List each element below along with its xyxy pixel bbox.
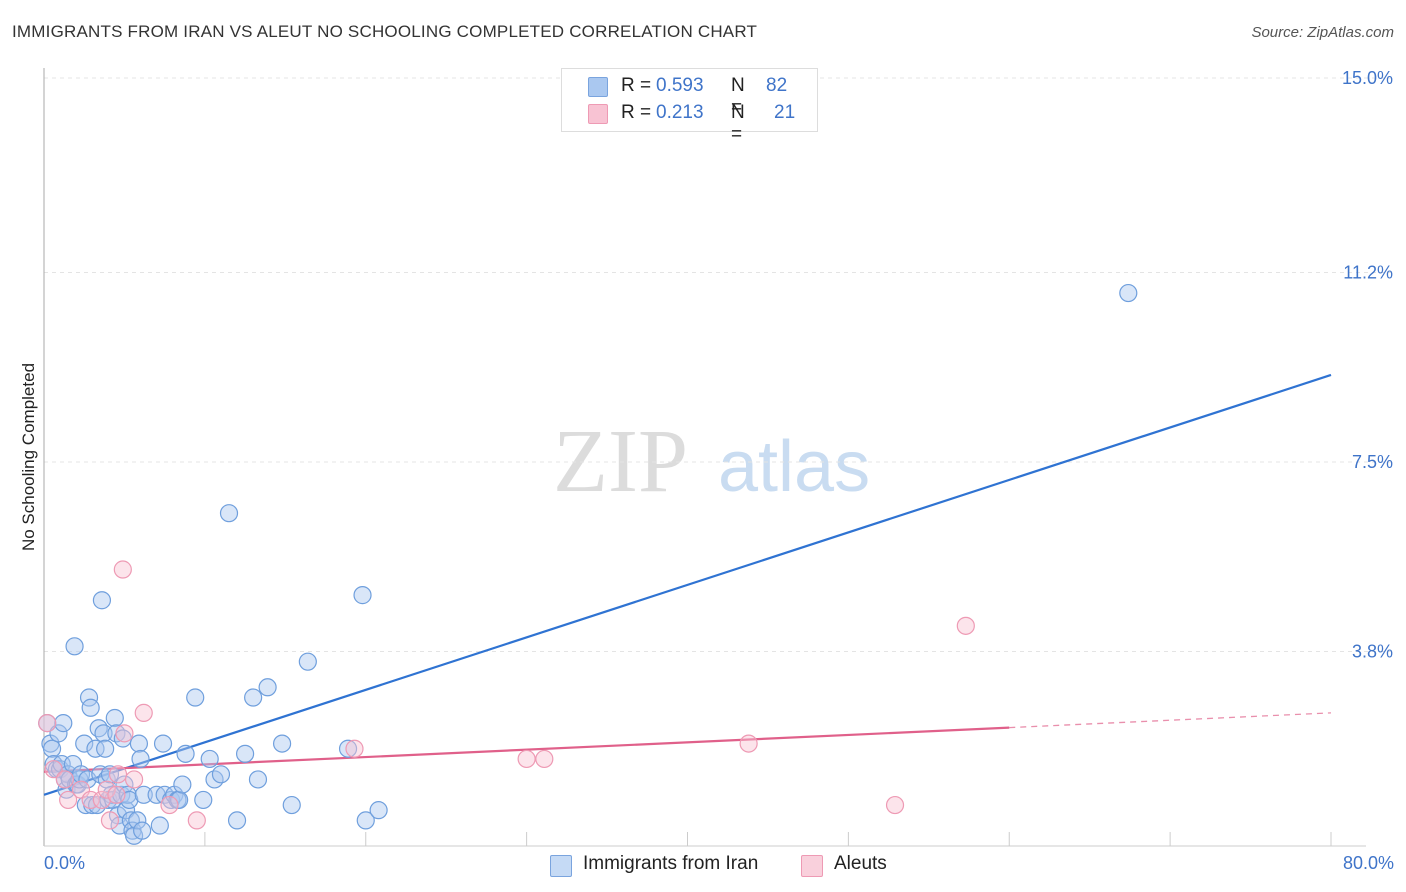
y-tick-label: 11.2% xyxy=(1343,263,1393,283)
point-aleuts xyxy=(100,811,120,830)
point-iran xyxy=(133,821,152,840)
point-iran xyxy=(244,688,263,707)
x-axis-min-label: 0.0% xyxy=(44,853,85,873)
point-iran xyxy=(173,775,192,794)
point-iran xyxy=(1119,283,1138,303)
point-iran xyxy=(128,811,147,830)
point-iran xyxy=(89,719,108,738)
point-iran xyxy=(116,801,136,820)
point-iran xyxy=(49,724,68,743)
point-aleuts xyxy=(44,760,63,779)
point-iran xyxy=(131,749,150,769)
bottom-legend-swatch-iran xyxy=(550,855,572,877)
point-iran xyxy=(258,678,277,697)
point-iran xyxy=(235,744,255,763)
legend-r-value: 0.213 xyxy=(656,102,704,123)
watermark-atlas: atlas xyxy=(718,427,870,507)
point-aleuts xyxy=(517,749,536,769)
point-iran xyxy=(54,714,73,733)
trend-line-iran xyxy=(43,373,1332,796)
trend-line-aleuts-dashed xyxy=(1009,712,1332,729)
point-iran xyxy=(186,688,205,707)
point-aleuts xyxy=(134,703,153,722)
point-iran xyxy=(356,811,375,830)
point-aleuts xyxy=(113,560,132,579)
point-iran xyxy=(338,739,358,758)
point-iran xyxy=(298,652,317,671)
point-iran xyxy=(200,749,219,769)
point-iran xyxy=(86,739,105,758)
point-aleuts xyxy=(97,780,116,799)
point-iran xyxy=(42,739,62,758)
point-iran xyxy=(369,801,388,820)
point-iran xyxy=(282,795,301,815)
x-axis-max-label: 80.0% xyxy=(1343,853,1394,873)
point-aleuts xyxy=(956,616,975,635)
point-iran xyxy=(94,724,113,743)
point-aleuts xyxy=(108,765,128,784)
point-iran xyxy=(134,785,153,804)
point-iran xyxy=(129,734,149,753)
point-iran xyxy=(75,734,94,753)
point-aleuts xyxy=(739,734,758,753)
point-iran xyxy=(105,708,124,728)
legend-n-label: N = xyxy=(731,102,745,145)
point-aleuts xyxy=(535,749,554,769)
point-iran xyxy=(81,698,100,717)
bottom-legend-swatch-aleuts xyxy=(801,855,823,877)
point-iran xyxy=(150,816,169,835)
trend-line-aleuts xyxy=(43,726,1010,773)
y-tick-label: 7.5% xyxy=(1352,452,1393,472)
point-iran xyxy=(65,637,84,656)
point-aleuts xyxy=(55,770,75,789)
point-iran xyxy=(92,591,112,610)
bottom-legend-label-iran: Immigrants from Iran xyxy=(583,853,759,874)
point-aleuts xyxy=(59,790,78,810)
point-aleuts xyxy=(107,785,126,804)
legend-n-value: 21 xyxy=(774,102,796,123)
point-iran xyxy=(96,739,115,758)
point-iran xyxy=(153,734,173,753)
point-aleuts xyxy=(345,739,364,758)
point-aleuts xyxy=(187,811,206,830)
y-axis-title: No Schooling Completed xyxy=(19,363,38,551)
legend-box: R = 0.593 N = 82 R = 0.213 N = 21 xyxy=(561,68,818,145)
legend-r-label: R = xyxy=(621,102,652,123)
point-iran xyxy=(248,770,268,789)
point-iran xyxy=(353,586,372,605)
point-iran xyxy=(272,734,292,753)
source-label: Source: ZipAtlas.com xyxy=(1251,24,1394,41)
point-aleuts xyxy=(885,795,905,815)
point-aleuts xyxy=(115,724,134,743)
point-aleuts xyxy=(92,790,112,810)
legend-r-label: R = xyxy=(621,75,652,96)
legend-swatch-iran xyxy=(588,77,608,97)
point-iran xyxy=(219,504,239,523)
legend-swatch-aleuts xyxy=(588,104,608,124)
point-iran xyxy=(227,811,247,830)
bottom-legend-label-aleuts: Aleuts xyxy=(834,853,887,874)
y-tick-label: 3.8% xyxy=(1352,641,1393,661)
point-iran xyxy=(194,790,213,810)
point-iran xyxy=(176,744,195,763)
point-aleuts xyxy=(38,714,57,733)
legend-r-value: 0.593 xyxy=(656,75,704,96)
point-aleuts xyxy=(160,795,179,815)
chart-title: IMMIGRANTS FROM IRAN VS ALEUT NO SCHOOLI… xyxy=(12,22,758,41)
point-aleuts xyxy=(124,770,144,789)
legend-n-label: N = xyxy=(731,75,745,118)
point-iran xyxy=(211,765,231,784)
y-tick-label: 15.0% xyxy=(1342,68,1393,88)
legend-n-value: 82 xyxy=(766,75,788,96)
point-iran xyxy=(170,790,189,810)
